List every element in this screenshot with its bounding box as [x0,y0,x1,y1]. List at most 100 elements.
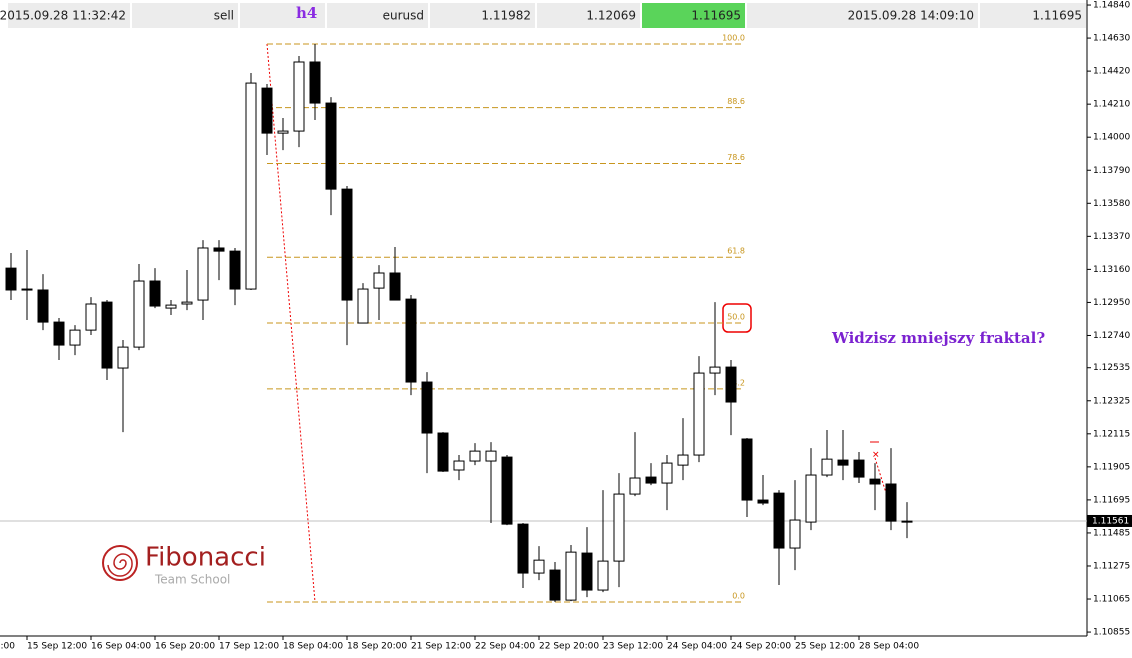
fib-label: 50.0 [727,313,745,322]
x-tick-label: 24 Sep 20:00 [731,642,791,652]
toolbar-field: 2015.09.28 14:09:10 [848,9,974,23]
candle-body [469,450,481,462]
candle-body [757,499,769,504]
fib-label: 61.8 [727,247,745,256]
fib-label: 0.0 [732,592,745,601]
y-tick-label: 1.14210 [1093,100,1130,110]
fib-label: 88.6 [727,97,745,106]
candle-body [789,519,801,549]
candle-body [741,438,753,501]
candle-body [117,346,129,369]
candle-body [357,288,369,324]
candle-body [581,552,593,591]
y-tick-label: 1.13370 [1093,232,1130,242]
candle-body [629,477,641,495]
candle-body [549,569,561,601]
candle-body [101,301,113,369]
candle-body [85,303,97,331]
candle-body [501,456,513,525]
candle-body [69,329,81,346]
candle-body [597,560,609,591]
x-tick-label: 16 Sep 20:00 [155,642,215,652]
y-tick-label: 1.11275 [1093,561,1130,571]
candle-body [149,280,161,307]
current-price-label: 1.11561 [1092,516,1129,526]
toolbar-field: 1.11695 [691,9,741,23]
x-tick-label: 23 Sep 12:00 [603,642,663,652]
x-tick-label: 28 Sep 04:00 [859,642,919,652]
x-tick-label: 22 Sep 20:00 [539,642,599,652]
candle-body [229,250,241,290]
candle-body [805,474,817,523]
candle-body [901,520,913,523]
toolbar-cell [240,3,325,28]
x-tick-label: 16 Sep 04:00 [91,642,151,652]
candle-body [821,458,833,476]
candle-body [773,492,785,549]
toolbar-field: 1.11982 [481,9,531,23]
candle-body [853,459,865,478]
candle-body [21,288,33,291]
candle-body [309,61,321,104]
toolbar-cell [132,3,238,28]
candle-body [725,366,737,403]
toolbar-field: 2015.09.28 11:32:42 [0,9,126,23]
candle-body [517,523,529,574]
y-tick-label: 1.12950 [1093,298,1130,308]
toolbar-cell [430,3,535,28]
candle-body [293,61,305,132]
candle-body [373,272,385,289]
current-price-box [1087,514,1132,527]
x-tick-label: 17 Sep 12:00 [219,642,279,652]
candle-body [837,459,849,466]
candle-body [389,272,401,301]
x-tick-label: 21 Sep 12:00 [411,642,471,652]
candle-body [325,102,337,190]
y-tick-label: 1.14840 [1093,1,1130,11]
candle-body [261,87,273,134]
candle-body [869,478,881,485]
candle-body [341,188,353,301]
candle-body [453,460,465,471]
candle-body [709,366,721,374]
candle-body [133,280,145,348]
annotation: Widzisz mniejszy fraktal? [831,329,1045,347]
candle-body [613,493,625,562]
marker: ✕ [872,451,880,461]
candle-body [37,289,49,323]
y-tick-label: 1.14630 [1093,34,1130,44]
y-tick-label: 1.11905 [1093,462,1130,472]
y-tick-label: 1.11065 [1093,595,1130,605]
x-tick-label: 22 Sep 04:00 [475,642,535,652]
marker-line [874,457,888,497]
toolbar-field: sell [214,9,234,23]
toolbar-field: h4 [296,4,317,22]
x-tick-label: 18 Sep 04:00 [283,642,343,652]
y-tick-label: 1.12535 [1093,363,1130,373]
y-tick-label: 1.10855 [1093,628,1130,638]
candle-body [53,321,65,346]
candle-body [645,476,657,484]
x-tick-label: 25 Sep 12:00 [795,642,855,652]
candle-body [693,372,705,456]
fib-label: 78.6 [727,153,745,162]
y-tick-label: 1.13160 [1093,265,1130,275]
y-tick-label: 1.13790 [1093,166,1130,176]
x-tick-label: 15 Sep 12:00 [27,642,87,652]
logo-ring [102,545,138,581]
y-tick-label: 1.11695 [1093,495,1130,505]
y-tick-label: 1.14420 [1093,67,1130,77]
x-tick-label: 18 Sep 20:00 [347,642,407,652]
candle-body [565,551,577,601]
highlight-box [722,303,752,333]
toolbar-cell [537,3,640,28]
candle-body [533,559,545,574]
toolbar-field: eurusd [383,9,424,23]
candle-body [277,130,289,134]
candle-body [181,301,193,305]
fib-label: 100.0 [722,34,745,43]
candle-body [437,432,449,472]
candle-body [165,304,177,309]
x-tick-label: 24 Sep 04:00 [667,642,727,652]
